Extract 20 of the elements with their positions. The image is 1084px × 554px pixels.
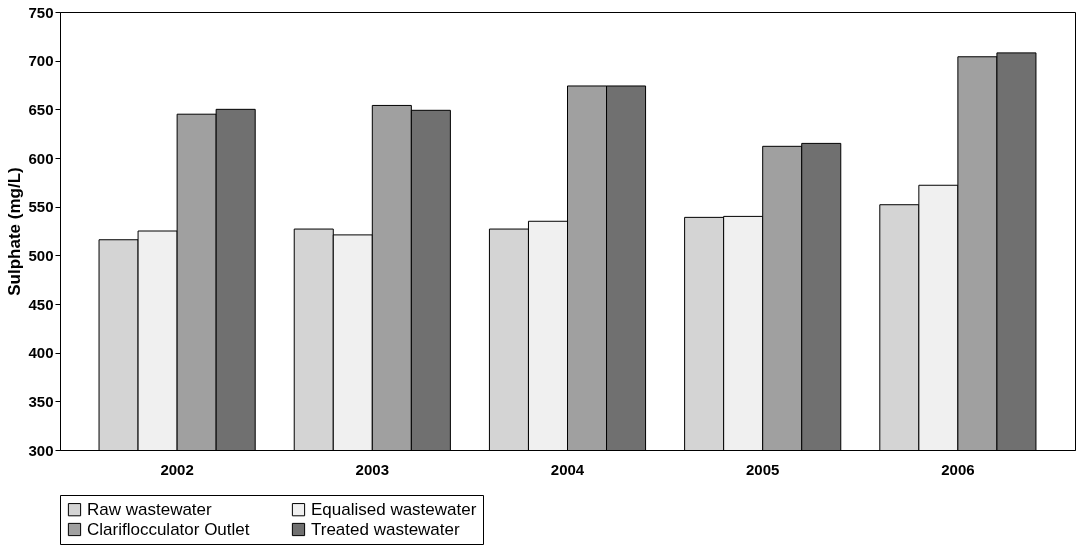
y-tick-label: 600 xyxy=(28,149,54,167)
legend-label: Treated wastewater xyxy=(311,519,460,539)
y-tick-label: 400 xyxy=(28,344,54,362)
y-tick-label: 300 xyxy=(28,441,54,459)
y-tick-label: 700 xyxy=(28,52,54,70)
x-tick-label: 2004 xyxy=(550,460,585,478)
y-tick-label: 550 xyxy=(28,198,54,216)
legend-label: Clariflocculator Outlet xyxy=(87,519,250,539)
y-tick-label: 650 xyxy=(28,100,54,118)
legend-label: Raw wastewater xyxy=(87,499,213,519)
y-tick-label: 500 xyxy=(28,246,54,264)
x-tick-label: 2002 xyxy=(160,460,194,478)
y-tick-label: 350 xyxy=(28,392,54,410)
legend-label: Equalised wastewater xyxy=(311,499,477,519)
y-axis-title: Sulphate (mg/L) xyxy=(5,167,25,296)
x-tick-label: 2006 xyxy=(941,460,975,478)
y-tick-label: 450 xyxy=(28,295,54,313)
x-tick-label: 2005 xyxy=(746,460,780,478)
y-tick-label: 750 xyxy=(28,3,54,21)
x-tick-label: 2003 xyxy=(355,460,389,478)
